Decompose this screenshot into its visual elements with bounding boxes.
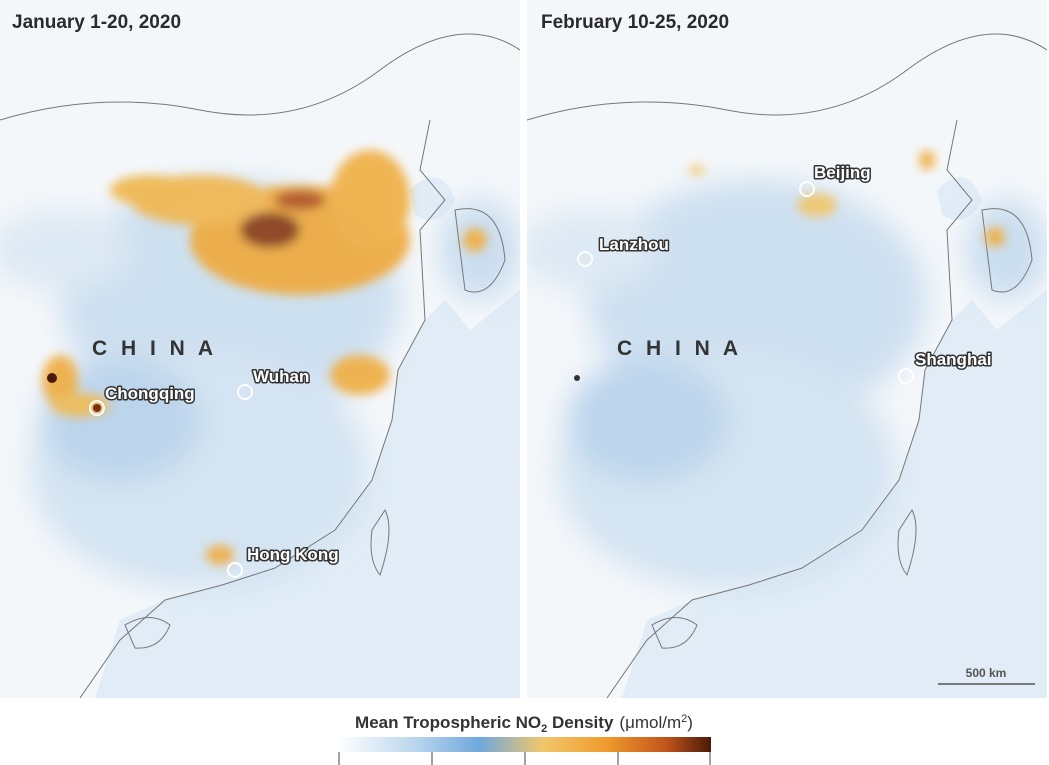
panel-title: January 1-20, 2020 [12, 12, 181, 33]
legend-title-subscript: 2 [541, 723, 547, 735]
map-panel [517, 0, 1047, 698]
city-label: Shanghai [915, 350, 992, 369]
country-label: C H I N A [617, 337, 742, 360]
country-label: C H I N A [92, 337, 217, 360]
colorbar [338, 737, 711, 752]
panel-title: February 10-25, 2020 [541, 12, 729, 33]
city-label: Beijing [814, 163, 871, 182]
colorbar-ticks [338, 752, 711, 765]
city-marker [89, 400, 105, 416]
scale-bar-label: 500 km [966, 666, 1007, 680]
legend-title-text: Mean Tropospheric NO [355, 713, 541, 732]
legend-unit-superscript: 2 [681, 713, 687, 725]
legend-title: Mean Tropospheric NO2 Density (μmol/m2) [355, 713, 693, 735]
city-label: Wuhan [253, 367, 309, 386]
legend-unit: (μmol/m [619, 713, 681, 732]
city-label: Chongqing [105, 384, 195, 403]
city-marker [898, 368, 914, 384]
city-marker [577, 251, 593, 267]
map-panel [0, 0, 520, 698]
legend-title-text: Density [547, 713, 614, 732]
city-marker [799, 181, 815, 197]
city-marker [237, 384, 253, 400]
legend-unit: ) [687, 713, 693, 732]
city-label: Hong Kong [247, 545, 339, 564]
panel-divider [520, 0, 527, 698]
city-label: Lanzhou [599, 235, 669, 254]
city-marker [227, 562, 243, 578]
